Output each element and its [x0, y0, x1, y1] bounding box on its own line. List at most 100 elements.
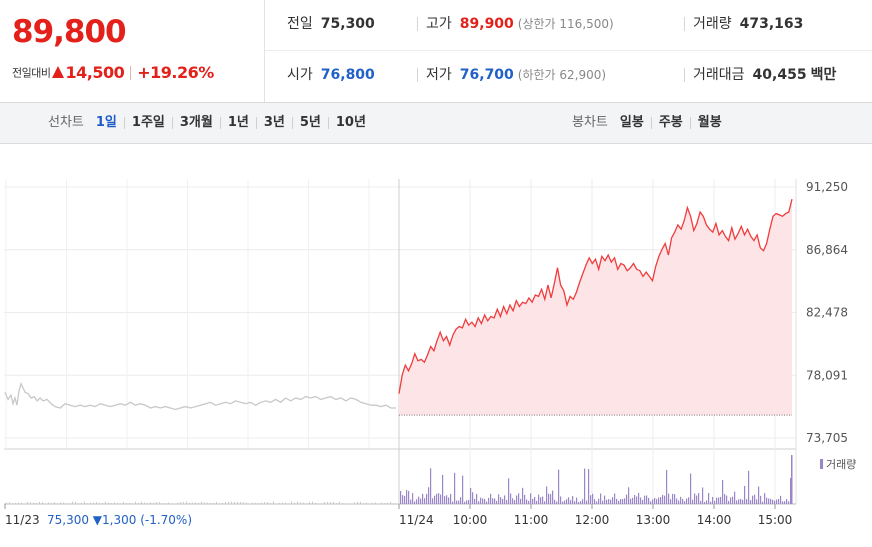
- divider: [684, 17, 685, 31]
- volume-bar: [578, 501, 580, 504]
- volume-bar: [36, 502, 37, 504]
- chart-period-tabbar: 선차트 1일 1주일 3개월 1년 3년 5년 10년 봉차트 일봉 주봉 월봉: [0, 103, 872, 144]
- volume-bar: [762, 501, 764, 504]
- volume-bar: [566, 499, 568, 504]
- volume-bar: [252, 502, 253, 504]
- volume: 거래량 473,163: [693, 16, 804, 32]
- volume-bar: [174, 503, 175, 504]
- change-percent: +19.26%: [137, 63, 214, 82]
- volume-bar: [324, 502, 325, 504]
- x-tick-label: 14:00: [697, 513, 732, 527]
- y-tick-label: 91,250: [806, 180, 848, 194]
- volume-bar: [778, 498, 780, 504]
- volume-bar: [708, 493, 710, 504]
- volume-bar: [688, 497, 690, 504]
- volume-bar: [448, 497, 450, 504]
- volume-bar: [375, 502, 376, 504]
- volume-bar: [15, 503, 16, 504]
- volume-bar: [670, 499, 672, 504]
- volume-bar: [267, 502, 268, 504]
- volume-bar: [766, 497, 768, 504]
- intraday-chart-svg: 91,250 86,864 82,478 78,091 73,705 거래량 11/24…: [4, 179, 856, 527]
- volume-bar: [273, 501, 274, 504]
- volume-bar: [87, 503, 88, 504]
- volume-bar: [351, 503, 352, 504]
- volume-bar: [458, 500, 460, 504]
- tab-3month[interactable]: 3개월: [179, 115, 213, 130]
- tab-monthly-candle[interactable]: 월봉: [697, 115, 722, 130]
- tab-1day[interactable]: 1일: [95, 115, 117, 130]
- prev-close: 전일 75,300: [287, 16, 375, 32]
- volume-bar: [418, 496, 420, 504]
- volume-bar: [249, 503, 250, 504]
- volume-bar: [468, 499, 470, 504]
- volume-bar: [276, 503, 277, 504]
- prev-day-label: 11/23: [5, 513, 40, 527]
- volume-bar: [666, 470, 668, 504]
- tab-1year[interactable]: 1년: [227, 115, 249, 130]
- volume-bar: [108, 502, 109, 504]
- volume-bar: [406, 490, 408, 504]
- x-tick-label: 10:00: [453, 513, 488, 527]
- volume-bar: [518, 493, 520, 504]
- tab-3year[interactable]: 3년: [263, 115, 285, 130]
- volume-bar: [48, 502, 49, 504]
- volume-bar: [530, 493, 532, 504]
- volume-bar: [758, 486, 760, 504]
- change-amount: 14,500: [65, 63, 125, 82]
- volume-bar: [219, 503, 220, 504]
- volume-bar: [159, 502, 160, 504]
- volume-bar: [490, 493, 492, 504]
- candle-chart-label: 봉차트: [572, 115, 608, 130]
- volume-bar: [339, 501, 340, 504]
- series-line-11-23: [4, 381, 396, 411]
- volume-bar: [628, 487, 630, 504]
- volume-bar: [486, 501, 488, 504]
- volume-bar: [600, 493, 602, 504]
- volume-bar: [291, 501, 292, 504]
- volume-bar: [84, 501, 85, 504]
- volume-bar: [412, 493, 414, 504]
- volume-bar: [66, 503, 67, 504]
- volume-bar: [93, 502, 94, 504]
- tab-1week[interactable]: 1주일: [131, 115, 165, 130]
- tab-10year[interactable]: 10년: [335, 115, 366, 130]
- x-tick-label: 11/24: [399, 513, 434, 527]
- volume-bar: [584, 468, 586, 504]
- volume-bar: [402, 495, 404, 504]
- volume-bar: [111, 503, 112, 504]
- volume-bar: [434, 495, 436, 504]
- volume-bar: [604, 495, 606, 504]
- series-area-11-24: [399, 199, 792, 416]
- volume-bar: [270, 502, 271, 504]
- volume-bar: [608, 499, 610, 504]
- volume-bar: [488, 497, 490, 504]
- volume-bar: [680, 496, 682, 504]
- current-price-panel: 89,800 전일대비 14,500 +19.26%: [0, 0, 265, 102]
- volume-bar: [105, 501, 106, 504]
- tab-weekly-candle[interactable]: 주봉: [658, 115, 683, 130]
- volume-bar: [420, 498, 422, 504]
- volume-bar: [544, 501, 546, 504]
- volume-bar: [522, 487, 524, 504]
- volume-bar: [312, 501, 313, 504]
- volume-bar: [357, 501, 358, 504]
- volume-bar: [686, 498, 688, 504]
- volume-bar: [500, 497, 502, 504]
- volume-bar: [452, 501, 454, 504]
- candle-chart-tabs: 봉차트 일봉 주봉 월봉: [572, 103, 722, 143]
- volume-bar: [342, 503, 343, 504]
- volume-bar: [288, 503, 289, 504]
- volume-bar: [596, 501, 598, 504]
- volume-bar: [297, 501, 298, 504]
- tab-5year[interactable]: 5년: [299, 115, 321, 130]
- volume-bar: [676, 498, 678, 504]
- volume-bar: [616, 498, 618, 504]
- x-axis: 11/24 10:00 11:00 12:00 13:00 14:00 15:00 11/23…: [4, 504, 792, 527]
- volume-bar: [363, 503, 364, 504]
- tab-daily-candle[interactable]: 일봉: [619, 115, 644, 130]
- volume-bar: [618, 500, 620, 504]
- volume-bar: [144, 502, 145, 504]
- volume-bar: [27, 501, 28, 504]
- volume-bar: [698, 493, 700, 504]
